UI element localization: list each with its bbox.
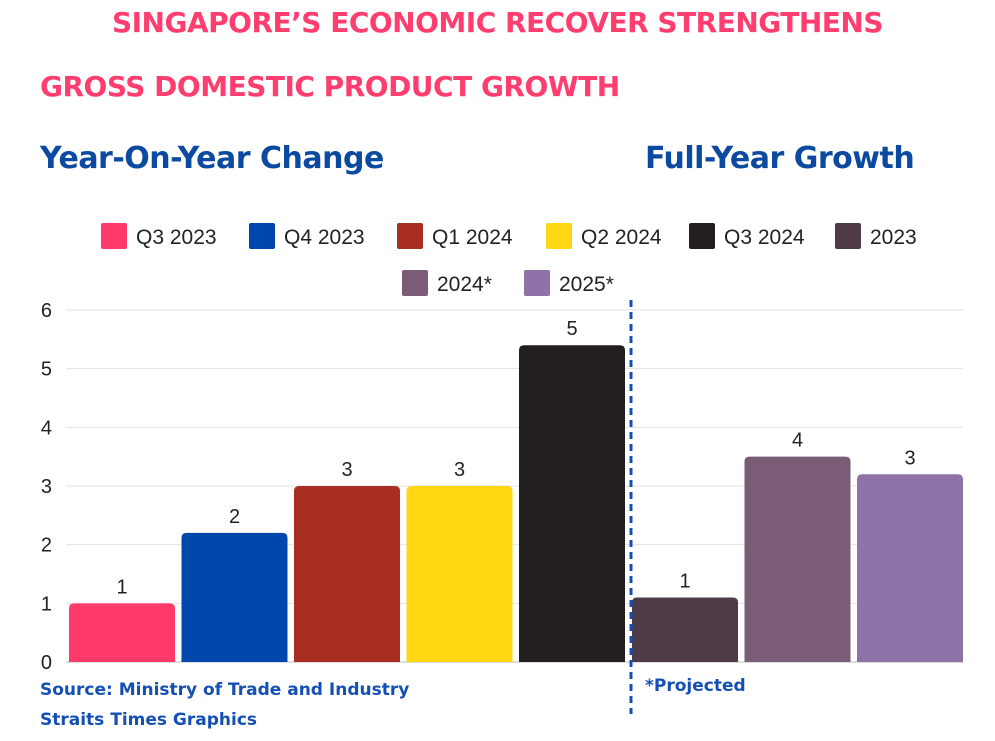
bar-q4-2023 xyxy=(181,532,288,662)
y-tick-label: 6 xyxy=(41,300,52,322)
projected-note: *Projected xyxy=(645,676,746,696)
data-label-q2-2024: 3 xyxy=(454,459,465,481)
bar-q1-2024 xyxy=(294,486,400,662)
legend-swatch-2023 xyxy=(835,223,861,249)
full-year-heading: Full-Year Growth xyxy=(645,141,915,176)
legend-swatch-q3-2023 xyxy=(101,223,127,249)
bar-2025 xyxy=(857,474,963,662)
legend-label-q2-2024: Q2 2024 xyxy=(581,226,662,249)
y-tick-label: 1 xyxy=(41,593,52,615)
credit-note: Straits Times Graphics xyxy=(40,710,258,730)
bar-q3-2023 xyxy=(69,603,175,662)
legend-swatch-q1-2024 xyxy=(397,223,423,249)
year-on-year-heading: Year-On-Year Change xyxy=(40,141,384,176)
bar-2023 xyxy=(632,597,738,662)
y-tick-label: 2 xyxy=(41,535,52,557)
data-label-q3-2023: 1 xyxy=(116,576,127,598)
data-label-2023: 1 xyxy=(679,570,690,592)
chart-title: SINGAPORE’S ECONOMIC RECOVER STRENGTHENS xyxy=(111,6,884,39)
legend-swatch-q2-2024 xyxy=(546,223,572,249)
bar-q2-2024 xyxy=(406,486,513,662)
legend-label-2023: 2023 xyxy=(870,226,917,249)
data-label-q4-2023: 2 xyxy=(229,506,240,528)
legend-label-2024: 2024* xyxy=(437,273,492,296)
y-tick-label: 5 xyxy=(41,359,52,381)
bar-q3-2024 xyxy=(519,345,625,662)
y-tick-label: 4 xyxy=(41,417,52,439)
data-label-q3-2024: 5 xyxy=(566,318,577,340)
legend-swatch-q4-2023 xyxy=(249,223,275,249)
legend-swatch-2024 xyxy=(402,270,428,296)
data-label-q1-2024: 3 xyxy=(341,459,352,481)
y-tick-label: 0 xyxy=(41,652,52,674)
legend-swatch-q3-2024 xyxy=(689,223,715,249)
data-label-2024: 4 xyxy=(792,430,803,452)
data-label-2025: 3 xyxy=(904,447,915,469)
chart-subtitle: GROSS DOMESTIC PRODUCT GROWTH xyxy=(40,70,620,103)
legend-label-q3-2023: Q3 2023 xyxy=(136,226,217,249)
legend-label-q3-2024: Q3 2024 xyxy=(724,226,805,249)
legend-swatch-2025 xyxy=(524,270,550,296)
y-tick-label: 3 xyxy=(41,476,52,498)
source-note: Source: Ministry of Trade and Industry xyxy=(40,680,410,700)
legend-label-2025: 2025* xyxy=(559,273,614,296)
bar-2024 xyxy=(744,456,851,662)
legend-label-q4-2023: Q4 2023 xyxy=(284,226,365,249)
legend-label-q1-2024: Q1 2024 xyxy=(432,226,513,249)
